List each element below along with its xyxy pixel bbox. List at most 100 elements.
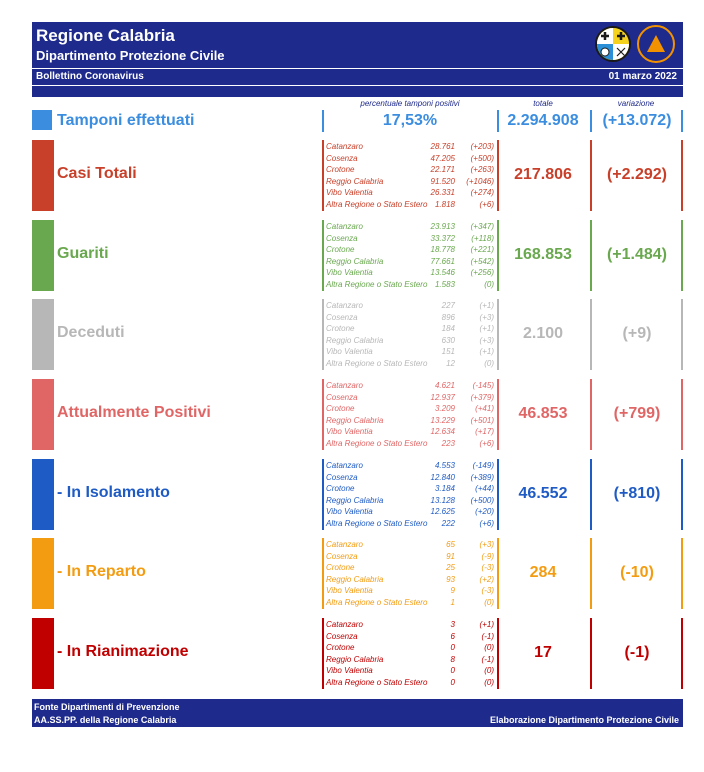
province-name: Vibo Valentia [326,427,373,437]
row-divider [497,379,499,450]
province-delta: (0) [484,598,494,607]
province-value: 22.171 [430,165,455,175]
row-divider [681,459,683,530]
province-delta: (+203) [470,142,494,151]
province-delta: (-3) [481,586,494,596]
province-value: 12.937 [430,392,455,402]
province-name: Altra Regione o Stato Estero [326,598,428,607]
row-divider [497,538,499,609]
province-name: Crotone [326,165,355,175]
tamponi-divider [590,110,592,132]
tamponi-divider [681,110,683,132]
province-delta: (+500) [470,153,494,163]
province-value: 93 [446,574,455,584]
province-name: Cosenza [326,233,358,243]
province-name: Reggio Calabria [326,176,384,186]
province-value: 223 [441,439,455,448]
percent-column-header: percentuale tamponi positivi [360,99,460,108]
province-name: Crotone [326,563,355,573]
province-delta: (+20) [475,507,494,517]
province-delta: (+1046) [466,176,494,186]
row-color-bar [32,299,54,370]
row-variation: (+810) [613,485,661,502]
province-value: 0 [450,643,455,653]
province-name: Cosenza [326,312,358,322]
province-value: 65 [446,540,455,549]
tamponi-total: 2.294.908 [507,112,579,129]
row-label: - In Reparto [57,563,146,580]
province-name: Altra Regione o Stato Estero [326,280,428,289]
tamponi-label: Tamponi effettuati [57,112,195,129]
province-delta: (+1) [479,620,494,629]
row-divider [322,379,324,450]
variation-column-header: variazione [617,99,655,108]
province-list: Catanzaro 3 (+1) Cosenza 6 (-1) Crotone 0 (0) Reg… [326,620,494,690]
row-divider [322,220,324,291]
province-name: Reggio Calabria [326,256,384,266]
province-name: Catanzaro [326,142,363,151]
row-divider [681,538,683,609]
row-variation: (+799) [613,405,661,422]
province-value: 9 [450,586,455,596]
province-delta: (+542) [470,256,494,266]
province-delta: (+274) [470,188,494,198]
row-divider [681,220,683,291]
protezione-civile-logo-icon [637,25,675,63]
province-name: Reggio Calabria [326,495,384,505]
province-delta: (+256) [470,268,494,278]
row-total: 46.552 [518,485,568,502]
row-color-bar [32,538,54,609]
province-delta: (0) [484,666,494,676]
province-value: 3.184 [434,484,455,494]
province-name: Catanzaro [326,461,363,470]
tamponi-divider [322,110,324,132]
province-value: 77.661 [430,256,455,266]
province-list: Catanzaro 227 (+1) Cosenza 896 (+3) Crotone 184… [326,301,494,371]
province-delta: (+1) [479,347,494,357]
province-list: Catanzaro 28.761 (+203) Cosenza 47.205 (+500)… [326,142,494,212]
province-value: 12.625 [430,507,455,517]
province-list: Catanzaro 4.553 (-149) Cosenza 12.840 (+389) C… [326,461,494,531]
province-name: Vibo Valentia [326,666,373,676]
row-divider [322,299,324,370]
province-value: 3 [450,620,455,629]
province-name: Crotone [326,245,355,255]
footer-source-2: AA.SS.PP. della Regione Calabria [34,715,177,725]
row-divider [322,140,324,211]
province-delta: (-9) [481,551,494,561]
province-name: Altra Regione o Stato Estero [326,439,428,448]
province-value: 8 [450,654,455,664]
province-name: Reggio Calabria [326,335,384,345]
province-name: Catanzaro [326,381,363,390]
province-list: Catanzaro 65 (+3) Cosenza 91 (-9) Crotone 25 (-3… [326,540,494,610]
bulletin-label: Bollettino Coronavirus [36,71,144,82]
row-divider [322,538,324,609]
tamponi-percent: 17,53% [382,112,438,129]
province-value: 13.229 [430,415,455,425]
province-value: 3.209 [434,404,455,414]
province-value: 33.372 [430,233,455,243]
province-value: 4.621 [434,381,455,390]
row-divider [497,618,499,689]
province-name: Vibo Valentia [326,507,373,517]
total-column-header: totale [533,99,553,108]
row-variation: (+1.484) [606,246,668,263]
row-total: 284 [529,564,557,581]
province-value: 1.583 [434,280,455,289]
province-name: Cosenza [326,472,358,482]
province-delta: (-1) [481,654,494,664]
row-divider [681,299,683,370]
row-color-bar [32,459,54,530]
header-bar: Regione Calabria Dipartimento Protezione… [32,22,683,68]
province-name: Crotone [326,324,355,334]
province-name: Reggio Calabria [326,654,384,664]
province-delta: (+379) [470,392,494,402]
province-value: 6 [450,631,455,641]
province-value: 12.634 [430,427,455,437]
row-divider [497,220,499,291]
tamponi-variation: (+13.072) [602,112,672,129]
row-divider [497,140,499,211]
province-delta: (+44) [475,484,494,494]
province-name: Cosenza [326,631,358,641]
province-name: Crotone [326,643,355,653]
